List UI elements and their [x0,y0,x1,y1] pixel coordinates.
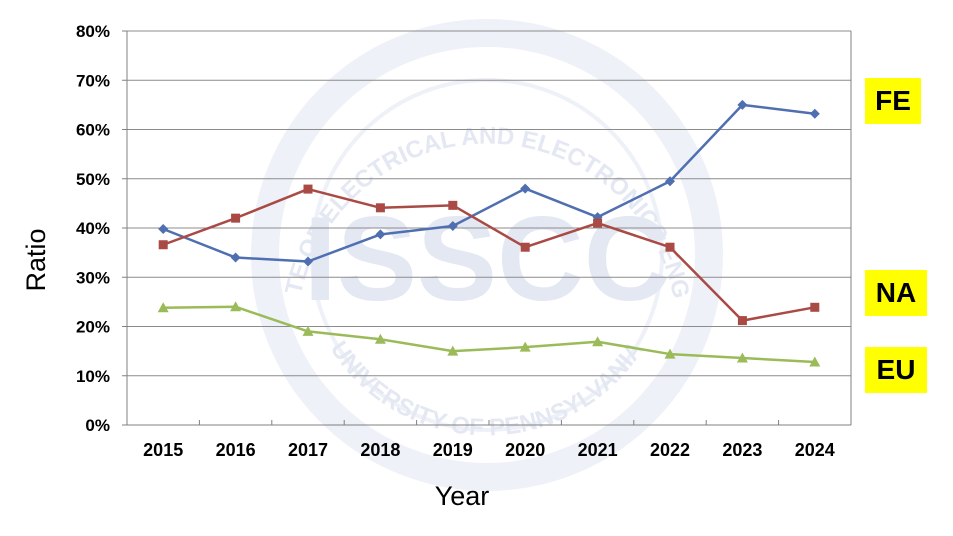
data-point-fe [158,223,169,234]
data-point-eu [809,356,821,367]
data-point-fe [809,108,820,119]
data-point-na [375,203,385,213]
x-tick-label: 2022 [650,440,690,460]
y-tick-label: 50% [76,170,110,189]
data-point-eu [230,301,242,312]
data-point-na [231,213,241,223]
data-point-fe [303,256,313,267]
x-tick-label: 2016 [216,440,256,460]
data-point-eu [664,348,676,359]
y-tick-labels: 0% 10% 20% 30% 40% 50% 60% 70% 80% [76,22,110,435]
series-line-fe [162,103,815,263]
data-point-eu [374,333,386,344]
x-tick-label: 2021 [578,440,618,460]
legend-na: NA [865,270,927,316]
series-layer [157,99,821,367]
data-point-fe [230,252,241,263]
y-tick-label: 0% [85,416,110,435]
legend-eu: EU [865,347,927,393]
y-tick-label: 30% [76,268,110,287]
series-line-eu [163,305,815,364]
y-tick-label: 60% [76,121,110,140]
data-point-eu [157,302,169,313]
data-point-fe [665,176,675,187]
watermark-bottom-text: UNIVERSITY OF PENNSYLVANIA [325,336,649,441]
watermark-center-text: ISSCC [304,192,671,326]
y-tick-label: 70% [76,71,110,90]
axes [122,30,852,426]
data-point-eu [519,341,531,352]
data-point-eu [736,352,748,363]
series-line-na [162,187,816,322]
y-axis-title: Ratio [21,228,51,291]
data-point-na [593,218,603,228]
data-point-fe [375,229,386,240]
x-tick-label: 2023 [722,440,762,460]
y-tick-label: 10% [76,367,110,386]
data-point-na [520,242,530,252]
series-eu [157,301,821,367]
y-tick-label: 40% [76,219,110,238]
data-point-na [665,242,675,252]
data-point-na [303,184,313,194]
data-point-fe [737,99,748,110]
x-tick-label: 2019 [433,440,473,460]
x-tick-label: 2015 [143,440,183,460]
series-na [158,184,820,326]
x-tick-label: 2020 [505,440,545,460]
grid-lines [127,30,851,377]
x-tick-label: 2017 [288,440,328,460]
series-fe [158,99,820,267]
data-point-na [737,316,747,326]
data-point-na [158,240,168,250]
data-point-na [448,200,458,210]
y-tick-label: 20% [76,318,110,337]
data-point-fe [520,183,531,194]
y-tick-label: 80% [76,22,110,41]
x-tick-labels: 2015 2016 2017 2018 2019 2020 2021 2022 2023 2024 [143,440,835,460]
data-point-eu [302,325,314,336]
data-point-na [810,302,820,312]
legend-fe: FE [865,78,921,124]
x-tick-label: 2018 [360,440,400,460]
data-point-eu [447,345,459,356]
data-point-eu [592,336,604,347]
data-point-fe [447,221,458,232]
x-axis-title: Year [435,481,490,511]
x-tick-label: 2024 [795,440,835,460]
